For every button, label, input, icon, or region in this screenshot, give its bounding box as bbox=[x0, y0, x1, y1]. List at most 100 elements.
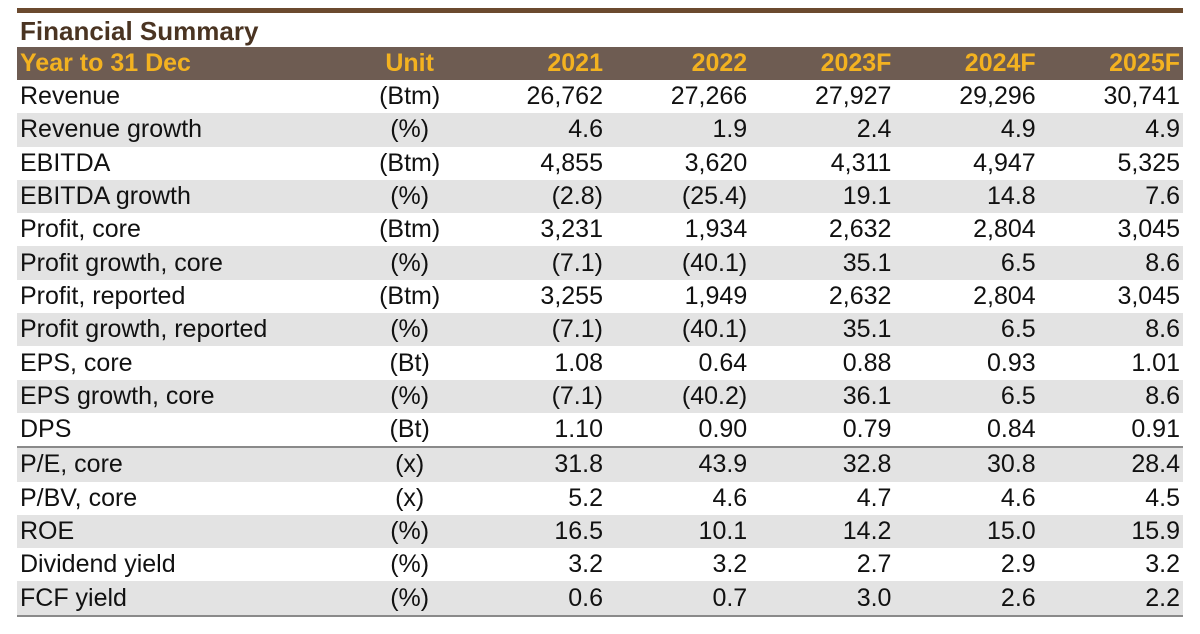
row-value: 14.8 bbox=[987, 182, 1036, 211]
row-value: 0.90 bbox=[698, 415, 748, 444]
row-value: 3.2 bbox=[568, 550, 603, 579]
row-value: 0.93 bbox=[987, 348, 1036, 377]
row-value: 35.1 bbox=[842, 248, 892, 277]
row-value: 6.5 bbox=[1000, 381, 1036, 410]
row-value: 8.6 bbox=[1145, 381, 1180, 410]
row-value: 4.9 bbox=[1145, 115, 1180, 144]
table-row: EPS growth, core (%) (7.1) (40.2) 36.1 6.5 8.6 bbox=[17, 379, 1183, 413]
table-row: DPS (Bt) 1.10 0.90 0.79 0.84 0.91 bbox=[17, 413, 1183, 447]
row-label: Profit growth, core bbox=[20, 248, 223, 277]
row-label: EPS, core bbox=[20, 348, 133, 377]
row-value: 30,741 bbox=[1103, 82, 1180, 111]
row-label: P/BV, core bbox=[20, 483, 138, 512]
row-value: 0.79 bbox=[842, 415, 892, 444]
row-unit: (x) bbox=[357, 446, 462, 482]
row-value: 2,632 bbox=[828, 215, 892, 244]
row-value: 4.6 bbox=[568, 115, 603, 144]
row-label: FCF yield bbox=[17, 581, 358, 617]
table-row: Profit growth, reported (%) (7.1) (40.1) 35.… bbox=[17, 313, 1183, 347]
row-unit: (%) bbox=[390, 182, 430, 211]
row-value: 3,231 bbox=[540, 215, 603, 244]
row-value: 2,804 bbox=[973, 281, 1036, 310]
row-unit: (x) bbox=[395, 483, 425, 512]
row-label: Revenue bbox=[20, 82, 121, 111]
header-unit: Unit bbox=[385, 49, 434, 77]
row-value: (40.2) bbox=[681, 381, 748, 410]
row-value: 2,804 bbox=[973, 215, 1036, 244]
row-unit: (Bt) bbox=[389, 348, 430, 377]
row-unit: (Bt) bbox=[389, 415, 430, 444]
row-unit: (%) bbox=[390, 115, 430, 144]
row-value: (7.1) bbox=[551, 315, 603, 344]
row-label: P/E, core bbox=[17, 446, 358, 482]
row-value: 5,325 bbox=[1117, 148, 1180, 177]
row-value: 0.7 bbox=[605, 581, 751, 617]
header-year-2021: 2021 bbox=[547, 49, 603, 77]
row-unit: (%) bbox=[357, 581, 462, 617]
row-value: 4.9 bbox=[1000, 115, 1036, 144]
row-value: 26,762 bbox=[526, 82, 603, 111]
row-value: 2.9 bbox=[1000, 550, 1036, 579]
row-label: DPS bbox=[20, 415, 72, 444]
table-title: Financial Summary bbox=[20, 16, 259, 46]
row-value: 3,045 bbox=[1117, 281, 1180, 310]
row-value: 2.6 bbox=[894, 581, 1039, 617]
row-value: (7.1) bbox=[551, 248, 603, 277]
row-label: EBITDA growth bbox=[20, 182, 191, 211]
row-unit: (Btm) bbox=[379, 82, 441, 111]
table-body: Revenue (Btm) 26,762 27,266 27,927 29,296 30,7… bbox=[17, 80, 1183, 617]
row-value: 0.64 bbox=[698, 348, 748, 377]
row-value: 4.7 bbox=[856, 483, 892, 512]
header-row: Year to 31 Dec Unit 2021 2022 2023F 2024… bbox=[17, 47, 1183, 80]
row-value: 15.0 bbox=[987, 517, 1036, 545]
row-value: 2.2 bbox=[1038, 581, 1183, 617]
row-value: 3,045 bbox=[1117, 215, 1180, 244]
table-row: Profit, reported (Btm) 3,255 1,949 2,632 2,80… bbox=[17, 280, 1183, 313]
row-value: 27,266 bbox=[670, 82, 748, 111]
row-value: 27,927 bbox=[814, 82, 892, 111]
row-value: 28.4 bbox=[1038, 446, 1183, 482]
row-value: 10.1 bbox=[698, 517, 748, 545]
row-value: 4.6 bbox=[1000, 483, 1036, 512]
row-label: Profit, reported bbox=[20, 281, 186, 310]
header-year-2025f: 2025F bbox=[1109, 49, 1180, 77]
row-value: 1,949 bbox=[684, 281, 748, 310]
table-row: FCF yield (%) 0.6 0.7 3.0 2.6 2.2 bbox=[17, 581, 1183, 617]
header-label: Year to 31 Dec bbox=[20, 49, 191, 77]
row-value: 6.5 bbox=[1000, 315, 1036, 344]
row-label: EPS growth, core bbox=[20, 381, 215, 410]
row-value: 6.5 bbox=[1000, 248, 1036, 277]
row-value: 30.8 bbox=[894, 446, 1039, 482]
row-unit: (Btm) bbox=[379, 215, 441, 244]
row-unit: (%) bbox=[390, 315, 430, 344]
row-value: 4.5 bbox=[1145, 483, 1180, 512]
row-unit: (%) bbox=[390, 550, 430, 579]
row-label: Dividend yield bbox=[20, 550, 176, 579]
row-value: 3,620 bbox=[684, 148, 748, 177]
row-value: 43.9 bbox=[605, 446, 751, 482]
top-rule bbox=[17, 8, 1183, 13]
row-value: 16.5 bbox=[554, 517, 603, 545]
header-year-2022: 2022 bbox=[691, 49, 748, 77]
row-value: 4,855 bbox=[540, 148, 603, 177]
row-unit: (Btm) bbox=[379, 281, 441, 310]
row-value: 2,632 bbox=[828, 281, 892, 310]
row-value: 2.7 bbox=[856, 550, 892, 579]
row-value: (7.1) bbox=[551, 381, 603, 410]
row-label: ROE bbox=[20, 517, 75, 545]
row-label: Profit growth, reported bbox=[20, 315, 268, 344]
row-value: 8.6 bbox=[1145, 248, 1180, 277]
row-value: 1.01 bbox=[1131, 348, 1180, 377]
row-value: 1,934 bbox=[684, 215, 748, 244]
row-value: 3,255 bbox=[540, 281, 603, 310]
table-row: ROE (%) 16.5 10.1 14.2 15.0 15.9 bbox=[17, 514, 1183, 549]
row-unit: (%) bbox=[390, 517, 430, 545]
row-value: (25.4) bbox=[681, 182, 748, 211]
row-value: (2.8) bbox=[551, 182, 603, 211]
row-value: 4,311 bbox=[830, 148, 892, 177]
table-row: P/BV, core (x) 5.2 4.6 4.7 4.6 4.5 bbox=[17, 482, 1183, 515]
row-value: 36.1 bbox=[842, 381, 892, 410]
row-value: 1.10 bbox=[554, 415, 603, 444]
row-value: 4,947 bbox=[973, 148, 1036, 177]
table-row: Dividend yield (%) 3.2 3.2 2.7 2.9 3.2 bbox=[17, 548, 1183, 581]
